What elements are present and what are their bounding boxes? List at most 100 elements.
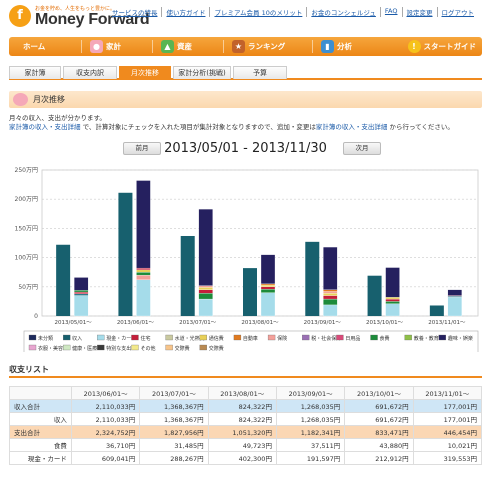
nav-household[interactable]: ● 家計 — [82, 37, 152, 56]
plot-area — [41, 169, 479, 317]
nav-divider — [152, 40, 153, 53]
toplink-features[interactable]: サービスの特長 — [111, 9, 158, 17]
legend-label: 収入 — [72, 335, 82, 342]
sub-nav: 家計簿 収支内訳 月次推移 家計分析(挑戦) 予算 — [9, 66, 482, 80]
cell-value: 191,597円 — [275, 451, 346, 465]
nav-analysis[interactable]: ▮ 分析 — [313, 37, 385, 56]
toplink-faq[interactable]: FAQ — [379, 7, 402, 17]
date-range: 前月 2013/05/01 - 2013/11/30 次月 — [9, 140, 482, 160]
expense-segment — [323, 291, 338, 294]
row-label: 収入 — [9, 412, 72, 426]
table-corner — [9, 386, 72, 400]
expense-segment — [73, 290, 89, 293]
cell-value: 177,001円 — [412, 412, 483, 426]
intro-line: から行ってください。 — [389, 123, 454, 131]
tab-budget[interactable]: 予算 — [233, 66, 287, 79]
expense-segment — [136, 272, 151, 276]
row-label: 収入合計 — [9, 399, 72, 413]
income-expense-detail-link[interactable]: 家計簿の収入・支出詳細 — [9, 123, 81, 131]
cell-value: 212,912円 — [344, 451, 414, 465]
expense-segment — [260, 254, 276, 285]
table-divider — [9, 376, 482, 378]
expense-segment — [198, 298, 213, 317]
next-month-button[interactable]: 次月 — [343, 142, 381, 155]
toplink-concierge[interactable]: お金のコンシェルジュ — [306, 7, 380, 17]
legend-swatch — [165, 344, 173, 351]
tab-breakdown[interactable]: 収支内訳 — [63, 66, 117, 79]
cell-value: 824,322円 — [207, 412, 277, 426]
legend-label: 交際費 — [175, 345, 190, 352]
prev-month-button[interactable]: 前月 — [123, 142, 161, 155]
table-row: 食費 36,710円 31,485円 49,723円 37,511円 43,880円 10,… — [9, 438, 483, 452]
legend-label: 特別な支出 — [106, 345, 131, 352]
legend-label: 保険 — [277, 335, 287, 342]
expense-segment — [260, 286, 276, 290]
expense-segment — [323, 295, 338, 300]
y-tick-label: 100万円 — [15, 255, 38, 262]
nav-home[interactable]: ホーム — [23, 37, 81, 56]
toplink-premium[interactable]: プレミアム会員 10のメリット — [209, 7, 306, 17]
legend-label: 日用品 — [345, 336, 360, 342]
legend-swatch — [165, 334, 173, 341]
expense-segment — [323, 298, 338, 306]
cell-value: 288,267円 — [139, 451, 209, 465]
legend-swatch — [438, 334, 446, 341]
cell-value: 2,324,752円 — [70, 425, 141, 439]
cell-value: 1,368,367円 — [139, 412, 209, 426]
tab-analysis[interactable]: 家計分析(挑戦) — [173, 66, 231, 79]
legend-label: 税・社会保障 — [311, 335, 341, 342]
income-bar — [367, 275, 382, 316]
cell-value: 609,041円 — [70, 451, 141, 465]
expense-segment — [260, 283, 276, 286]
cell-value: 1,368,367円 — [139, 399, 209, 413]
cell-value: 319,553円 — [412, 451, 483, 465]
brand-logo[interactable]: f お金を貯め、人生をもっと豊かに。 Money Forward — [9, 5, 159, 31]
expense-segment — [260, 288, 276, 293]
expense-segment — [136, 274, 151, 280]
cell-value: 37,511円 — [275, 438, 346, 452]
x-tick-label: 2013/08/01〜 — [241, 320, 279, 326]
income-bar — [118, 192, 133, 316]
cell-value: 402,300円 — [207, 451, 277, 465]
legend-swatch — [199, 334, 207, 341]
legend-swatch — [63, 334, 71, 341]
nav-home-label: ホーム — [23, 42, 46, 51]
legend-label: 交際費 — [209, 345, 224, 352]
expense-segment — [136, 269, 151, 273]
row-label: 現金・カード — [9, 451, 72, 465]
legend-swatch — [131, 344, 139, 351]
nav-assets[interactable]: ▲ 資産 — [153, 37, 223, 56]
income-expense-detail-link[interactable]: 家計簿の収入・支出詳細 — [315, 123, 388, 131]
chart-icon: ▲ — [161, 40, 174, 53]
toplink-logout[interactable]: ログアウト — [436, 7, 479, 17]
nav-ranking[interactable]: ★ ランキング — [224, 37, 312, 56]
legend-swatch — [199, 344, 207, 351]
nav-start-guide[interactable]: ! スタートガイド — [407, 37, 476, 56]
legend-label: 現金・カード — [106, 335, 136, 342]
legend-swatch — [302, 334, 310, 341]
toplink-settings[interactable]: 設定変更 — [401, 7, 437, 17]
expense-segment — [73, 293, 89, 296]
tab-household-book[interactable]: 家計簿 — [9, 66, 61, 79]
toplink-guide[interactable]: 使い方ガイド — [161, 7, 209, 17]
tab-monthly[interactable]: 月次推移 — [119, 66, 171, 79]
cell-value: 2,110,033円 — [70, 412, 141, 426]
nav-ranking-label: ランキング — [248, 42, 286, 51]
expense-segment — [323, 293, 338, 296]
cell-value: 10,021円 — [412, 438, 483, 452]
table-title: 収支リスト — [9, 365, 49, 374]
expense-segment — [198, 293, 213, 300]
cell-value: 1,827,956円 — [139, 425, 209, 439]
expense-segment — [136, 267, 151, 271]
monthly-chart: 0 50万円 100万円 150万円 200万円 250万円 2013/05/01〜 2013… — [15, 167, 479, 352]
section-title: 月次推移 — [33, 95, 65, 104]
intro-text: 月々の収入、支出が分かります。 家計簿の収入・支出詳細 で、計算対象にチェックを… — [9, 114, 454, 132]
cell-value: 833,471円 — [344, 425, 414, 439]
cell-value: 1,268,035円 — [275, 412, 346, 426]
table-row: 支出合計 2,324,752円 1,827,956円 1,051,320円 1,182,… — [9, 425, 483, 439]
cell-value: 31,485円 — [139, 438, 209, 452]
bar-chart-icon: ▮ — [321, 40, 334, 53]
expense-segment — [385, 301, 400, 304]
nav-divider — [223, 40, 224, 53]
legend-label: その他 — [140, 345, 155, 352]
